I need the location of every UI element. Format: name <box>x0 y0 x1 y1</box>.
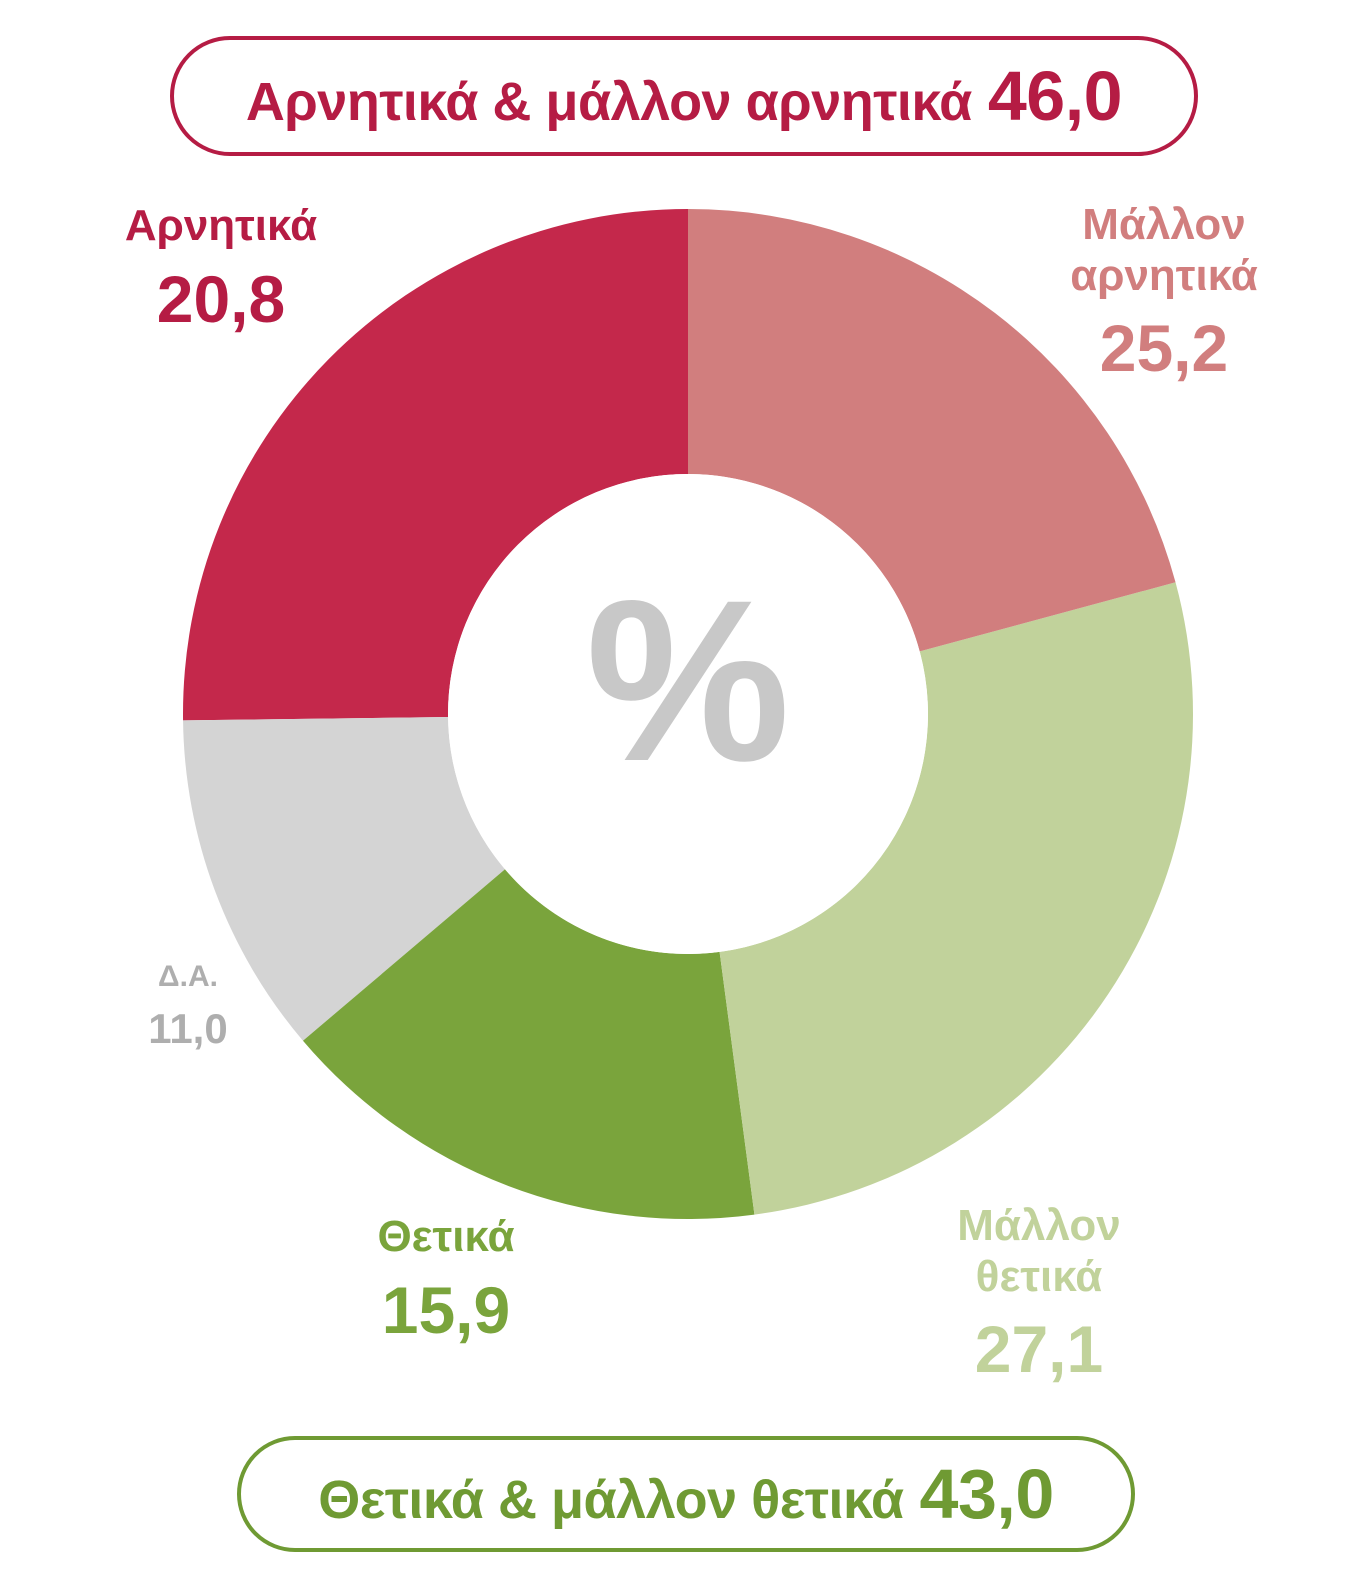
svg-text:%: % <box>586 552 791 809</box>
